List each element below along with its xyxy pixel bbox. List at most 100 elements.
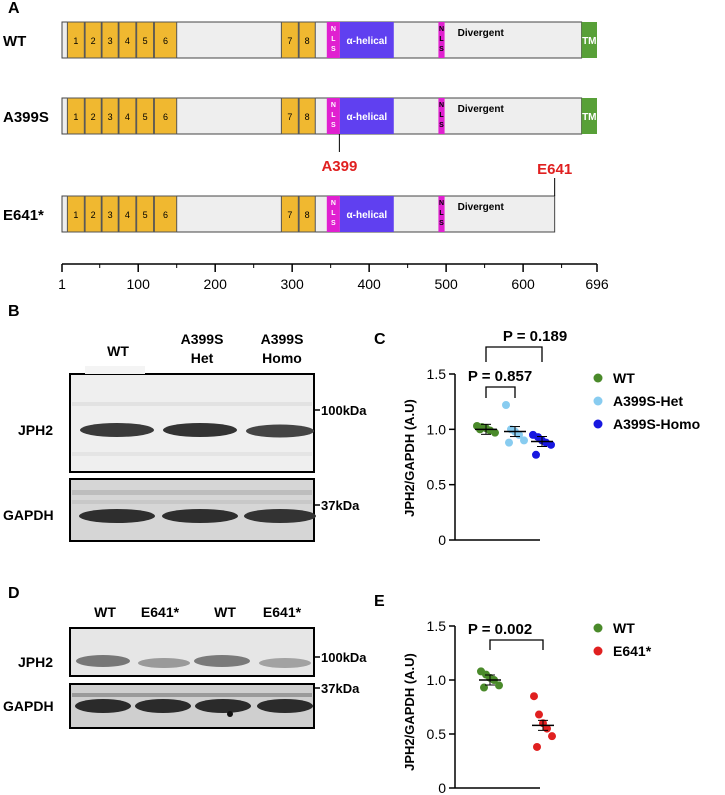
morn-domain xyxy=(153,21,178,59)
morn-label: 6 xyxy=(163,210,168,220)
band-jph2-wt xyxy=(80,423,154,437)
band-jph2-homo xyxy=(246,424,314,438)
y-tick-label: 1.0 xyxy=(427,421,447,437)
nls-domain-2 xyxy=(438,98,445,134)
morn-domain xyxy=(84,195,102,233)
y-tick-label: 0.5 xyxy=(427,477,447,493)
data-point xyxy=(505,438,513,447)
panel-e: E JPH2/GAPDH (A.U) 0 0.5 1.0 1.5 P = 0.002 W… xyxy=(374,593,652,795)
y-axis-label-e: JPH2/GAPDH (A.U) xyxy=(402,653,417,771)
nls-domain xyxy=(326,196,340,232)
mutation-label-a399: A399 xyxy=(321,158,357,175)
tm-domain xyxy=(581,98,597,134)
legend-c: WT A399S-Het A399S-Homo xyxy=(593,370,700,432)
alpha-helical-domain xyxy=(339,22,394,58)
lane-label-wt: WT xyxy=(107,343,129,359)
morn-domain xyxy=(280,21,299,59)
nls-domain-2 xyxy=(438,196,445,232)
lane-label-d-2: E641* xyxy=(141,604,180,620)
morn-domain xyxy=(153,97,178,135)
alpha-helical-label: α-helical xyxy=(347,210,388,221)
morn-domain xyxy=(136,21,155,59)
data-point xyxy=(495,681,503,690)
axis-tick-label: 400 xyxy=(357,276,381,292)
data-point xyxy=(532,450,540,459)
alpha-helical-domain xyxy=(339,196,394,232)
morn-label: 8 xyxy=(305,36,310,46)
band-label-gapdh: GAPDH xyxy=(3,507,54,523)
western-blot-gapdh-e641 xyxy=(69,683,315,729)
legend-marker xyxy=(593,623,603,633)
p-value-label: P = 0.189 xyxy=(503,328,567,345)
y-tick-label: 1.5 xyxy=(427,618,447,634)
y-tick-label: 0 xyxy=(438,532,446,548)
nls-domain xyxy=(326,22,340,58)
morn-domain xyxy=(84,21,102,59)
legend-label: A399S-Homo xyxy=(613,416,700,432)
divergent-label: Divergent xyxy=(458,28,505,39)
y-tick-label: 0 xyxy=(438,780,446,795)
panel-d: D WT E641* WT E641* JPH2 100kDa GAPDH 37… xyxy=(3,585,367,729)
panel-c: C JPH2/GAPDH (A.U) 0 0.5 1.0 1.5 P = 0.189 P … xyxy=(374,328,700,548)
p-value-label: P = 0.002 xyxy=(468,621,532,638)
morn-label: 8 xyxy=(305,210,310,220)
legend-marker xyxy=(593,419,603,429)
domain-map-row: E641* 1 2 3 4 5 6 7 8 N L S α-helical N L S Divergent E64… xyxy=(3,161,572,233)
morn-label: 4 xyxy=(125,112,130,122)
marker-100kda: 100kDa xyxy=(321,403,367,418)
band-jph2-het xyxy=(163,423,237,437)
morn-label: 2 xyxy=(91,36,96,46)
panel-b: B WT A399S Het A399S Homo JPH2 100kDa GAPD… xyxy=(3,303,367,542)
y-axis-label-c: JPH2/GAPDH (A.U) xyxy=(402,399,417,517)
construct-label: WT xyxy=(3,33,26,50)
divergent-label: Divergent xyxy=(458,104,505,115)
domain-map-row: WT 1 2 3 4 5 6 7 8 N L S α-helical N L S Divergent TM xyxy=(3,21,597,59)
panel-letter-e: E xyxy=(374,593,385,610)
band-gapdh-wt xyxy=(79,509,155,523)
morn-label: 3 xyxy=(108,36,113,46)
morn-label: 7 xyxy=(287,36,292,46)
morn-domain xyxy=(153,195,178,233)
morn-label: 4 xyxy=(125,210,130,220)
morn-domain xyxy=(101,97,119,135)
data-point xyxy=(548,732,556,741)
legend-marker xyxy=(593,396,603,406)
data-point xyxy=(502,400,510,409)
nls-domain xyxy=(326,98,340,134)
panel-letter-d: D xyxy=(8,585,20,602)
axis-tick-label: 200 xyxy=(204,276,228,292)
data-point xyxy=(547,440,555,449)
morn-domain xyxy=(118,21,137,59)
y-tick-label: 0.5 xyxy=(427,726,447,742)
morn-label: 3 xyxy=(108,112,113,122)
panel-letter-c: C xyxy=(374,331,386,348)
axis-tick-label: 100 xyxy=(127,276,151,292)
construct-label: E641* xyxy=(3,207,44,224)
lane-label-a399s-homo: A399S Homo xyxy=(261,331,304,366)
band-label-jph2-d: JPH2 xyxy=(18,654,53,670)
legend-e: WT E641* xyxy=(593,620,652,659)
nls-domain-2 xyxy=(438,22,445,58)
morn-domain xyxy=(66,97,85,135)
band-gapdh-homo xyxy=(244,509,316,523)
panel-letter-a: A xyxy=(8,0,20,17)
mutation-label-e641: E641 xyxy=(537,161,572,178)
p-value-label: P = 0.857 xyxy=(468,368,532,385)
band-gapdh-het xyxy=(162,509,238,523)
marker-37kda-d: 37kDa xyxy=(321,681,360,696)
morn-domain xyxy=(66,21,85,59)
sequence-axis: 1 100 200 300 400 500 600 696 xyxy=(58,263,609,292)
alpha-helical-domain xyxy=(339,98,394,134)
morn-label: 5 xyxy=(143,210,148,220)
morn-domain xyxy=(101,195,119,233)
western-blot-jph2 xyxy=(69,366,315,473)
morn-label: 6 xyxy=(163,112,168,122)
morn-domain xyxy=(118,195,137,233)
legend-marker xyxy=(593,646,603,656)
tm-domain xyxy=(581,22,597,58)
